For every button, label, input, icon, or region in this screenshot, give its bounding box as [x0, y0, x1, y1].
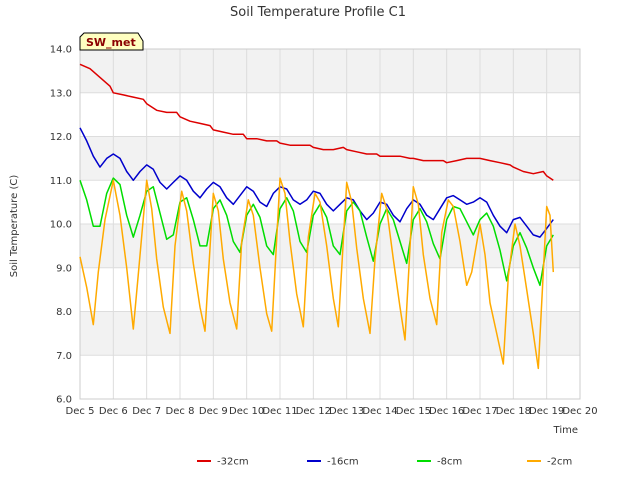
x-tick-label: Dec 20	[562, 406, 597, 417]
series-lines	[79, 63, 555, 370]
x-tick-label: Dec 19	[529, 406, 564, 417]
y-axis-ticks: 6.0 7.0 8.0 9.0 10.0 11.0 12.0 13.0 14.0	[50, 45, 72, 406]
x-tick-label: Dec 16	[429, 406, 464, 417]
legend-label: -8cm	[437, 457, 462, 468]
x-tick-label: Dec 11	[262, 406, 297, 417]
plot-band	[80, 49, 580, 93]
x-tick-label: Dec 8	[166, 406, 195, 417]
y-tick-label: 9.0	[56, 263, 72, 274]
x-tick-label: Dec 10	[229, 406, 264, 417]
x-axis-label: Time	[553, 425, 578, 436]
x-tick-label: Dec 17	[462, 406, 497, 417]
x-tick-label: Dec 18	[496, 406, 531, 417]
station-badge-text: SW_met	[86, 36, 136, 49]
y-tick-label: 14.0	[50, 45, 72, 56]
y-tick-label: 11.0	[50, 176, 72, 187]
y-tick-label: 12.0	[50, 132, 72, 143]
legend-label: -16cm	[327, 457, 359, 468]
y-tick-label: 7.0	[56, 351, 72, 362]
legend: -32cm -16cm -8cm -2cm	[197, 457, 572, 468]
legend-item: -8cm	[417, 457, 462, 468]
plot-bands	[80, 49, 580, 356]
y-tick-label: 6.0	[56, 395, 72, 406]
x-tick-label: Dec 5	[66, 406, 95, 417]
legend-item: -32cm	[197, 457, 249, 468]
series-line-32cm	[79, 63, 554, 181]
series-line-16cm	[79, 127, 554, 238]
x-tick-label: Dec 14	[362, 406, 397, 417]
x-tick-label: Dec 15	[396, 406, 431, 417]
series-line-2cm	[79, 177, 555, 370]
legend-label: -2cm	[547, 457, 572, 468]
x-tick-label: Dec 9	[199, 406, 228, 417]
plot-band	[80, 136, 580, 181]
station-badge: SW_met	[79, 32, 144, 51]
x-tick-label: Dec 6	[99, 406, 128, 417]
y-tick-label: 10.0	[50, 220, 72, 231]
y-tick-label: 13.0	[50, 88, 72, 99]
y-axis-label: Soil Temperature (C)	[9, 175, 20, 278]
x-tick-label: Dec 12	[296, 406, 331, 417]
x-tick-label: Dec 7	[132, 406, 161, 417]
y-tick-label: 8.0	[56, 307, 72, 318]
legend-label: -32cm	[217, 457, 249, 468]
station-badge-shape	[79, 32, 144, 51]
series-line-8cm	[79, 177, 554, 287]
x-tick-label: Dec 13	[329, 406, 364, 417]
plot-frame	[79, 48, 581, 400]
legend-item: -2cm	[527, 457, 572, 468]
legend-item: -16cm	[307, 457, 359, 468]
chart-title: Soil Temperature Profile C1	[230, 5, 406, 20]
